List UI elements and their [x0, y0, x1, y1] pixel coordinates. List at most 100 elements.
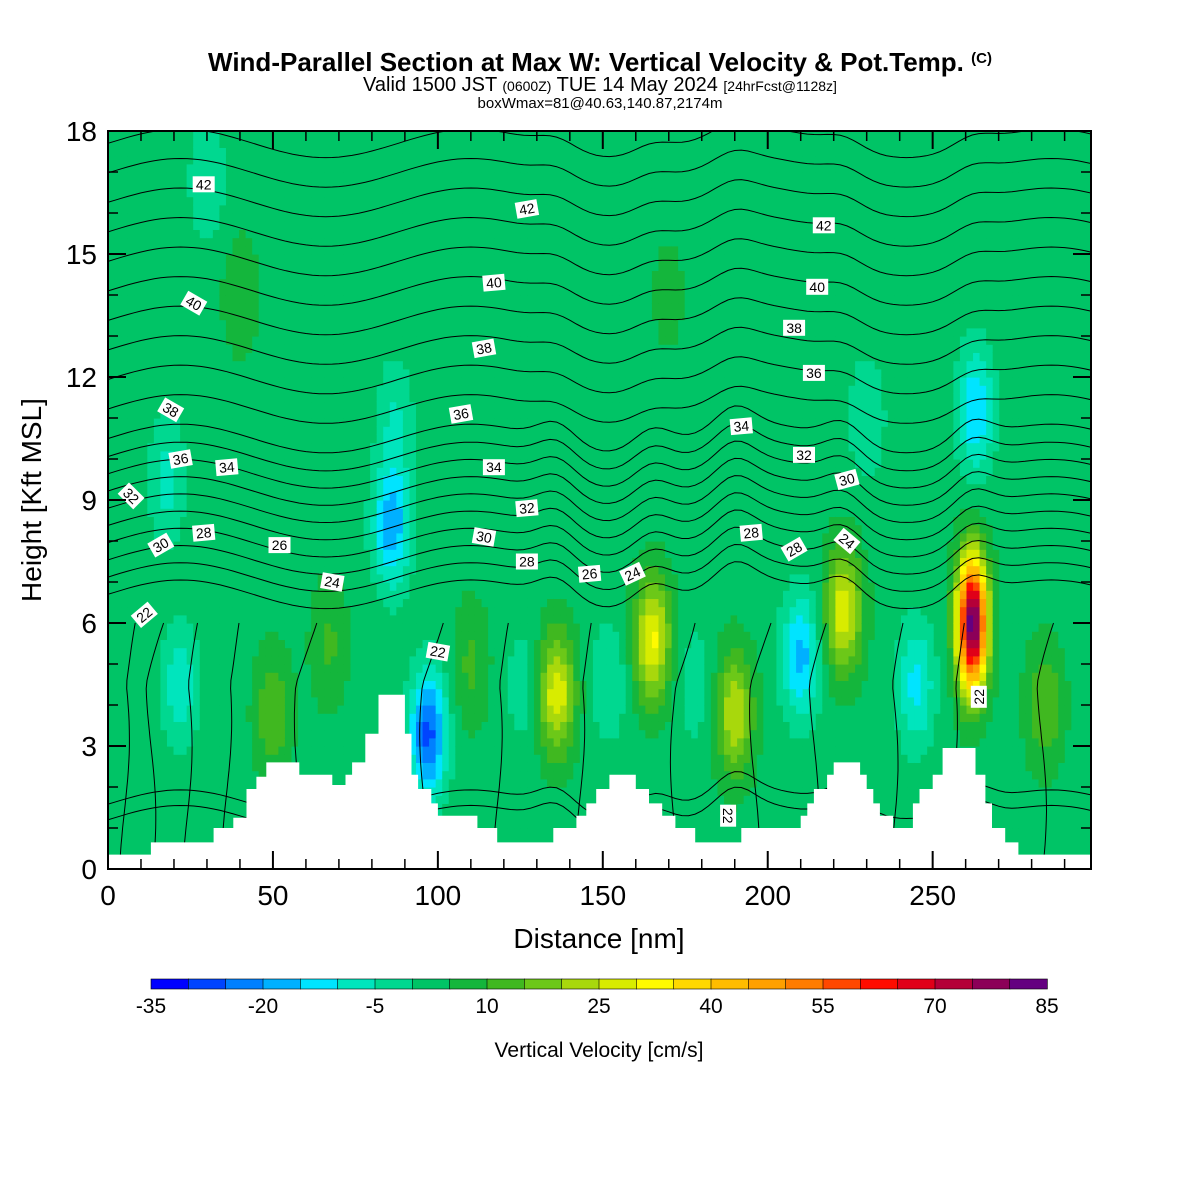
- w-cell: [193, 631, 201, 640]
- w-cell: [370, 516, 378, 526]
- w-cell: [402, 368, 411, 378]
- w-cell: [278, 549, 286, 558]
- w-cell: [127, 188, 135, 198]
- w-cell: [448, 754, 456, 763]
- w-cell: [239, 606, 247, 616]
- w-cell: [422, 475, 430, 485]
- w-cell: [376, 655, 384, 665]
- w-cell: [461, 163, 470, 173]
- w-cell: [134, 623, 142, 632]
- w-cell: [173, 327, 181, 337]
- w-cell: [212, 229, 220, 239]
- w-cell: [304, 295, 312, 304]
- w-cell: [422, 262, 430, 271]
- w-cell: [147, 549, 155, 558]
- w-cell: [409, 590, 417, 599]
- w-cell: [284, 303, 293, 312]
- w-cell: [232, 237, 240, 247]
- w-cell: [363, 139, 371, 148]
- w-cell: [173, 598, 181, 608]
- w-cell: [389, 614, 397, 624]
- w-cell: [153, 434, 162, 444]
- w-cell: [298, 344, 306, 353]
- w-cell: [448, 360, 456, 370]
- w-cell: [232, 401, 240, 411]
- w-cell: [206, 163, 214, 173]
- w-cell: [219, 664, 227, 673]
- w-cell: [343, 672, 352, 681]
- w-cell: [429, 557, 437, 567]
- w-cell: [442, 696, 450, 706]
- w-cell: [317, 180, 325, 189]
- w-cell: [416, 598, 424, 608]
- w-cell: [232, 204, 240, 214]
- w-cell: [396, 672, 404, 681]
- w-cell: [357, 590, 365, 599]
- w-cell: [343, 352, 352, 362]
- w-cell: [291, 491, 299, 501]
- w-cell: [468, 705, 476, 714]
- w-cell: [304, 434, 312, 444]
- w-cell: [324, 500, 332, 509]
- w-cell: [140, 155, 148, 165]
- w-cell: [448, 737, 456, 747]
- w-cell: [140, 770, 148, 780]
- w-cell: [206, 729, 214, 739]
- w-cell: [370, 623, 378, 632]
- w-cell: [186, 311, 194, 321]
- w-cell: [160, 598, 168, 608]
- w-cell: [258, 131, 266, 140]
- w-cell: [166, 467, 175, 476]
- w-cell: [173, 385, 181, 394]
- w-cell: [225, 450, 234, 460]
- w-cell: [468, 598, 476, 608]
- w-cell: [370, 590, 378, 599]
- w-cell: [239, 237, 247, 247]
- w-cell: [245, 557, 253, 567]
- w-cell: [108, 737, 116, 747]
- w-cell: [199, 254, 207, 263]
- w-cell: [317, 336, 325, 345]
- w-cell: [291, 524, 299, 534]
- w-cell: [140, 664, 148, 673]
- w-cell: [225, 196, 234, 206]
- w-cell: [396, 524, 404, 534]
- w-cell: [232, 598, 240, 608]
- w-cell: [311, 131, 319, 140]
- w-cell: [127, 541, 135, 550]
- w-cell: [121, 131, 129, 140]
- w-cell: [121, 762, 129, 772]
- w-cell: [330, 532, 338, 542]
- w-cell: [147, 680, 155, 690]
- w-cell: [396, 319, 404, 329]
- w-cell: [271, 254, 279, 263]
- w-cell: [383, 262, 391, 271]
- w-cell: [239, 188, 247, 198]
- w-cell: [409, 483, 417, 493]
- w-cell: [271, 655, 279, 665]
- w-cell: [461, 762, 470, 772]
- w-cell: [284, 229, 293, 239]
- w-cell: [448, 188, 456, 198]
- w-cell: [291, 204, 299, 214]
- w-cell: [304, 680, 312, 690]
- w-cell: [389, 450, 397, 460]
- w-cell: [134, 647, 142, 657]
- w-cell: [134, 393, 142, 403]
- w-cell: [153, 565, 162, 575]
- w-cell: [140, 360, 148, 370]
- w-cell: [370, 229, 378, 239]
- w-cell: [343, 500, 352, 509]
- w-cell: [363, 721, 371, 731]
- w-cell: [212, 409, 220, 419]
- w-cell: [357, 344, 365, 353]
- w-cell: [298, 188, 306, 198]
- w-cell: [258, 459, 266, 468]
- w-cell: [455, 426, 463, 435]
- w-cell: [370, 491, 378, 501]
- w-cell: [343, 598, 352, 608]
- w-cell: [324, 450, 332, 460]
- w-cell: [258, 664, 266, 673]
- w-cell: [389, 434, 397, 444]
- w-cell: [416, 336, 424, 345]
